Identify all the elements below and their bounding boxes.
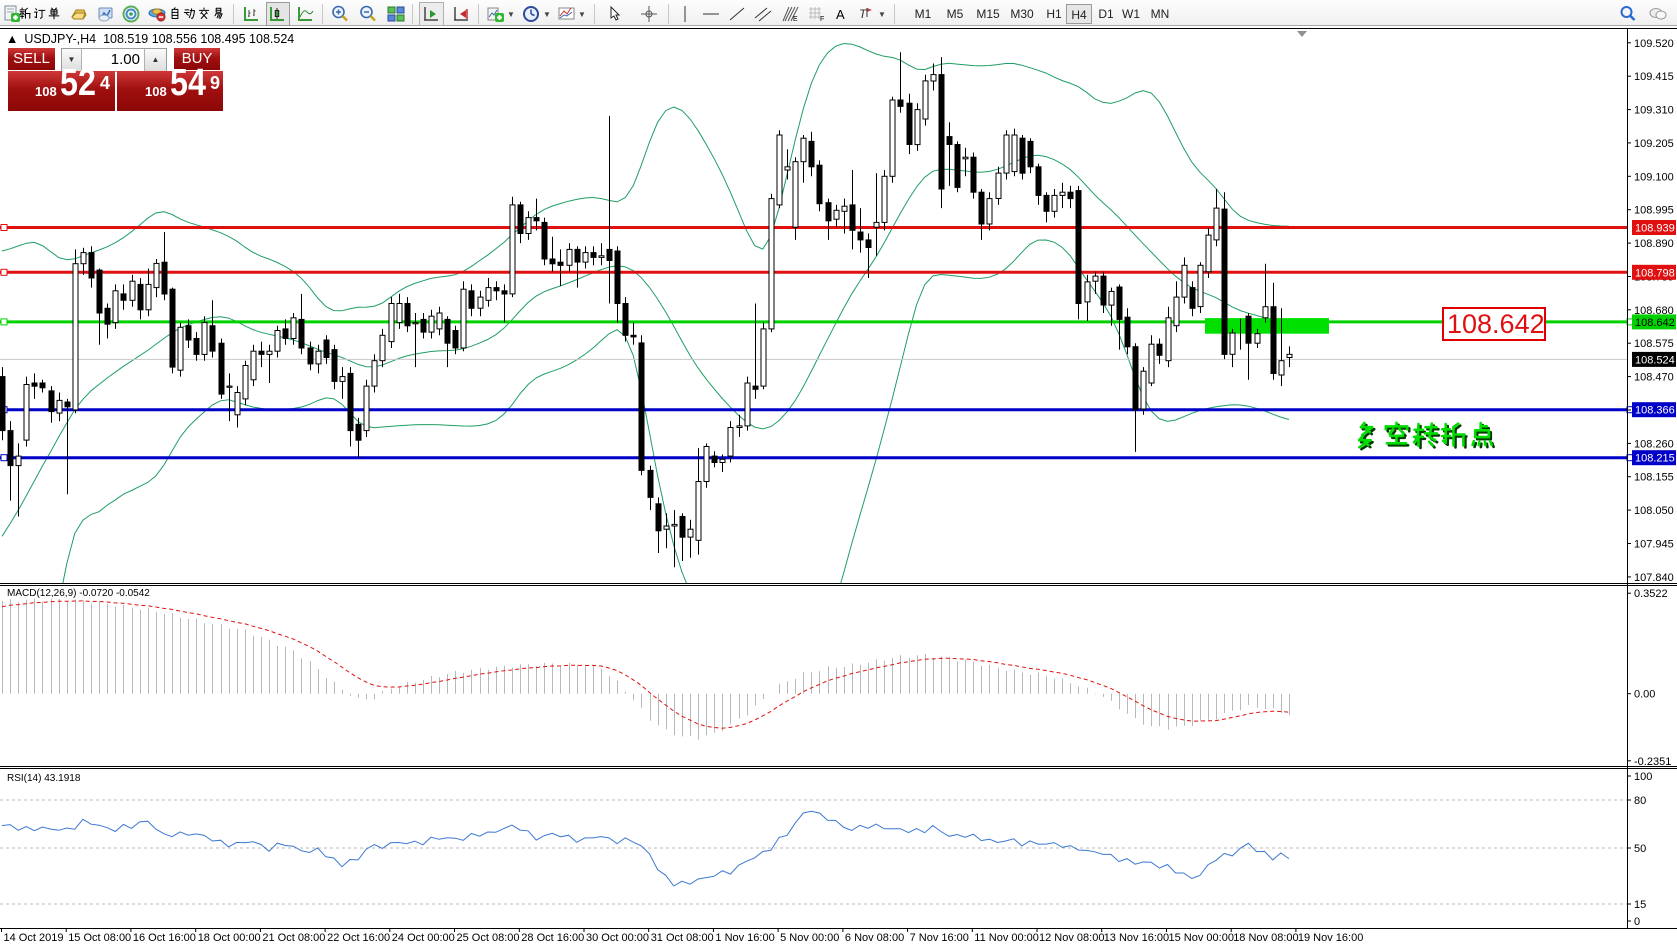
svg-text:1 Nov 16:00: 1 Nov 16:00	[715, 932, 774, 944]
svg-text:14 Oct 2019: 14 Oct 2019	[4, 932, 64, 944]
svg-text:18 Oct 00:00: 18 Oct 00:00	[198, 932, 261, 944]
svg-text:80: 80	[1634, 795, 1646, 807]
svg-text:6 Nov 08:00: 6 Nov 08:00	[845, 932, 904, 944]
svg-text:15 Oct 08:00: 15 Oct 08:00	[68, 932, 131, 944]
svg-text:24 Oct 00:00: 24 Oct 00:00	[392, 932, 455, 944]
svg-text:108.995: 108.995	[1634, 205, 1674, 217]
svg-text:0.00: 0.00	[1634, 689, 1655, 701]
svg-text:T: T	[859, 7, 868, 21]
svg-text:109.310: 109.310	[1634, 105, 1674, 117]
svg-text:108.155: 108.155	[1634, 472, 1674, 484]
svg-text:50: 50	[1634, 843, 1646, 855]
svg-text:108.215: 108.215	[1635, 453, 1675, 465]
svg-text:108.366: 108.366	[1635, 405, 1675, 417]
svg-text:108.470: 108.470	[1634, 372, 1674, 384]
svg-text:109.415: 109.415	[1634, 71, 1674, 83]
svg-text:108.524: 108.524	[1635, 354, 1675, 366]
svg-text:F: F	[820, 16, 824, 23]
svg-text:-0.2351: -0.2351	[1634, 756, 1671, 768]
svg-text:5 Nov 00:00: 5 Nov 00:00	[780, 932, 839, 944]
svg-text:15: 15	[1634, 899, 1646, 911]
svg-text:7 Nov 16:00: 7 Nov 16:00	[910, 932, 969, 944]
svg-text:15 Nov 00:00: 15 Nov 00:00	[1169, 932, 1234, 944]
svg-text:18 Nov 08:00: 18 Nov 08:00	[1233, 932, 1298, 944]
svg-text:109.520: 109.520	[1634, 38, 1674, 50]
svg-text:108.680: 108.680	[1634, 305, 1674, 317]
svg-text:100: 100	[1634, 771, 1652, 783]
svg-text:21 Oct 08:00: 21 Oct 08:00	[262, 932, 325, 944]
svg-text:11 Nov 00:00: 11 Nov 00:00	[974, 932, 1039, 944]
svg-text:E: E	[793, 16, 798, 23]
svg-text:107.945: 107.945	[1634, 539, 1674, 551]
svg-text:108.798: 108.798	[1635, 267, 1675, 279]
svg-text:25 Oct 08:00: 25 Oct 08:00	[457, 932, 520, 944]
svg-text:109.100: 109.100	[1634, 171, 1674, 183]
svg-text:0: 0	[1634, 916, 1640, 928]
svg-text:108.642: 108.642	[1635, 317, 1675, 329]
svg-text:108.260: 108.260	[1634, 438, 1674, 450]
svg-text:108.050: 108.050	[1634, 505, 1674, 517]
svg-text:31 Oct 08:00: 31 Oct 08:00	[651, 932, 714, 944]
svg-text:108.890: 108.890	[1634, 238, 1674, 250]
svg-text:30 Oct 00:00: 30 Oct 00:00	[586, 932, 649, 944]
svg-text:108.939: 108.939	[1635, 223, 1675, 235]
svg-text:22 Oct 16:00: 22 Oct 16:00	[327, 932, 390, 944]
svg-text:28 Oct 16:00: 28 Oct 16:00	[521, 932, 584, 944]
svg-text:12 Nov 08:00: 12 Nov 08:00	[1039, 932, 1104, 944]
svg-text:MACD(12,26,9) -0.0720 -0.0542: MACD(12,26,9) -0.0720 -0.0542	[7, 588, 150, 599]
svg-text:108.575: 108.575	[1634, 338, 1674, 350]
svg-text:16 Oct 16:00: 16 Oct 16:00	[133, 932, 196, 944]
svg-text:108.642: 108.642	[1447, 309, 1545, 339]
svg-text:107.840: 107.840	[1634, 572, 1674, 584]
svg-text:RSI(14) 43.1918: RSI(14) 43.1918	[7, 773, 81, 784]
svg-text:109.205: 109.205	[1634, 138, 1674, 150]
svg-text:13 Nov 16:00: 13 Nov 16:00	[1104, 932, 1169, 944]
svg-text:0.3522: 0.3522	[1634, 588, 1668, 600]
svg-text:19 Nov 16:00: 19 Nov 16:00	[1298, 932, 1363, 944]
